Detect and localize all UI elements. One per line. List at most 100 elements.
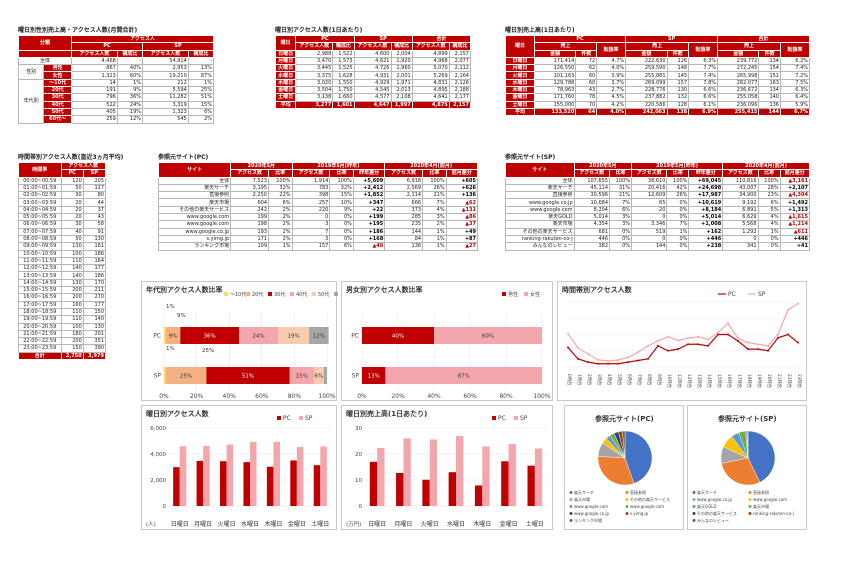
hourly-access-table: 時間帯別アクセス人数(直近3ヵ月平均) 時間帯 アクセス人数 PC SP 00:00~0… bbox=[18, 154, 123, 361]
table-header: 分類 アクセス人 bbox=[17, 34, 214, 51]
data-point-sp bbox=[747, 341, 749, 344]
data-label: 51% bbox=[242, 374, 254, 380]
x-tick-label: 5時台 bbox=[616, 374, 623, 385]
data-label: 6% bbox=[314, 374, 323, 380]
x-tick-label: 4時台 bbox=[606, 374, 613, 385]
table-cell: 50代 bbox=[43, 107, 73, 117]
table-cell: 4,726 bbox=[353, 64, 392, 73]
data-label: 15% bbox=[296, 374, 308, 380]
table-cell: 4,899 bbox=[411, 49, 450, 58]
table-cell: 32% bbox=[268, 183, 293, 193]
table-cell: 7 bbox=[291, 227, 331, 236]
table-cell: 201 bbox=[82, 329, 107, 339]
table-cell bbox=[17, 49, 73, 58]
hourly-line-svg: PC SP 0時台 1時台 2時台 3時台 4時台 5時台 6時台 7時台 8時台 9時台 10時台 11… bbox=[566, 291, 803, 388]
table-cell: 4,545 bbox=[353, 86, 392, 95]
table-cell: 3,504 bbox=[295, 86, 334, 95]
table-cell: 7.8% bbox=[688, 78, 719, 88]
referrer-sp-pie: 参照元サイト(SP) 楽天サーチ 直接参照 www.google.co.jp www.… bbox=[687, 405, 807, 530]
x-tick-label: 18時台 bbox=[746, 374, 753, 388]
table-cell: 222,630 bbox=[625, 56, 668, 66]
table-cell: 70 bbox=[575, 100, 598, 109]
table-cell: 6.1% bbox=[688, 100, 719, 109]
data-point-sp bbox=[637, 351, 639, 354]
table-cell: 2020年5月 bbox=[573, 161, 633, 171]
table-cell: 2,988 bbox=[295, 49, 334, 58]
bar-sp bbox=[320, 446, 327, 506]
bar-pc bbox=[474, 485, 483, 506]
data-label: 25% bbox=[180, 374, 192, 380]
x-tick-label: 100% bbox=[533, 393, 550, 400]
table-cell: 4.5% bbox=[596, 93, 627, 102]
bar-pc bbox=[369, 461, 378, 506]
table-row: 日曜日 2,988 1,522 4,600 2,004 4,899 2,157 bbox=[274, 49, 472, 58]
table-cell: 3,470 bbox=[295, 56, 334, 66]
chart-title: 男女別アクセス人数比率 bbox=[346, 286, 423, 294]
x-tick-label: 40% bbox=[223, 393, 237, 400]
table-cell: ranking-rakuten-co-j bbox=[505, 234, 575, 244]
bar-sp bbox=[482, 446, 490, 506]
table-row: 19:00~19:59 110 140 bbox=[18, 315, 107, 324]
table-cell: 0% bbox=[666, 234, 690, 244]
table-cell: 180 bbox=[60, 329, 84, 339]
table-cell: 全体 bbox=[17, 56, 73, 66]
gender-ratio-chart: 男女別アクセス人数比率 男性 女性 0% 20% 40% 60% 80% 100% PC 40% 6… bbox=[341, 281, 553, 401]
x-tick-label: 金曜日 bbox=[500, 520, 518, 528]
table-cell: 62 bbox=[575, 64, 598, 73]
hourly-line-chart: 時間帯別アクセス人数 PC SP 0時台 1時台 2時台 3時台 4時台 5時台 6時台 7時台 8… bbox=[557, 281, 807, 401]
table-cell: 7,523 bbox=[230, 176, 269, 185]
data-point-sp bbox=[767, 344, 769, 347]
table-cell: 1,601 bbox=[332, 100, 355, 109]
data-point-sp bbox=[707, 338, 709, 341]
table-cell: 15:00~15:59 bbox=[18, 286, 62, 295]
table-cell: +626 bbox=[445, 183, 479, 193]
table-cell: +1,313 bbox=[779, 205, 811, 215]
table-cell: 4.0% bbox=[596, 107, 627, 117]
row-label: PC bbox=[153, 333, 161, 340]
table-cell: 15% bbox=[329, 191, 354, 200]
legend-swatch bbox=[334, 292, 338, 296]
y-tick-label: 10 bbox=[355, 478, 362, 484]
table-cell: 金額 bbox=[717, 49, 760, 58]
data-point-pc bbox=[607, 362, 609, 365]
table-cell: 1% bbox=[422, 227, 447, 236]
table-cell: 186 bbox=[82, 271, 107, 280]
table-cell: 796 bbox=[71, 93, 118, 102]
row-label: SP bbox=[352, 373, 360, 380]
table-cell: 比率 bbox=[666, 169, 690, 178]
x-tick-label: 40% bbox=[427, 393, 441, 400]
x-tick-label: 11時台 bbox=[676, 374, 683, 388]
table-row: 23:00~23:59 150 390 bbox=[18, 344, 107, 353]
chart-title: 参照元サイト(SP) bbox=[718, 415, 777, 423]
table-cell: +5,609 bbox=[352, 176, 386, 185]
table-row: 火曜日 101,163 60 3.9% 255,881 145 7.4% 265,998 151… bbox=[505, 71, 811, 80]
weekday-access-svg: PC SP 0 2,000 4,000 6,000 (人) 日曜日 月曜日 火曜日 水曜日 木曜日 金曜… bbox=[146, 415, 332, 528]
data-point-sp bbox=[647, 344, 649, 347]
table-cell: 17:00~17:59 bbox=[18, 300, 62, 309]
weekday-sales-table: 曜日別売上高(1日あたり) 曜日 PC SP 合計 売上 転換率 売上 転換率 売上 転換率 金額件… bbox=[505, 27, 811, 117]
table-cell: 2% bbox=[268, 234, 293, 244]
y-tick-label: 2,000 bbox=[150, 478, 166, 484]
x-tick-label: 23時台 bbox=[796, 374, 803, 388]
table-cell: アクセス数 bbox=[230, 169, 269, 178]
legend-label: 楽天サーチ bbox=[574, 489, 594, 495]
bar-segment bbox=[165, 327, 181, 344]
bar-pc bbox=[220, 461, 227, 506]
table-cell: 140 bbox=[758, 93, 781, 102]
bar-pc bbox=[313, 465, 321, 506]
table-cell: 398 bbox=[291, 191, 331, 200]
x-tick-label: 月曜日 bbox=[394, 521, 412, 528]
table-row: 土曜日 155,000 70 4.2% 220,586 128 6.1% 236,096 136… bbox=[505, 100, 811, 109]
table-cell: PC bbox=[60, 169, 84, 178]
data-label: 9% bbox=[177, 313, 186, 319]
referrer-sp-table: 参照元サイト(SP) サイト 2020年5月 2019年5月(昨年) 2020年4月(… bbox=[505, 154, 811, 251]
table-cell: 売上 bbox=[533, 42, 598, 51]
x-tick-label: 火曜日 bbox=[218, 521, 236, 528]
bar-sp bbox=[456, 436, 464, 506]
table-title: 参照元サイト(SP) bbox=[505, 154, 556, 161]
bar-sp bbox=[377, 448, 385, 506]
table-cell: 6.7% bbox=[779, 107, 811, 117]
table-cell: 7% bbox=[422, 198, 447, 207]
table-row: 01:00~01:59 50 117 bbox=[18, 183, 107, 193]
table-cell: 1% bbox=[757, 227, 781, 236]
